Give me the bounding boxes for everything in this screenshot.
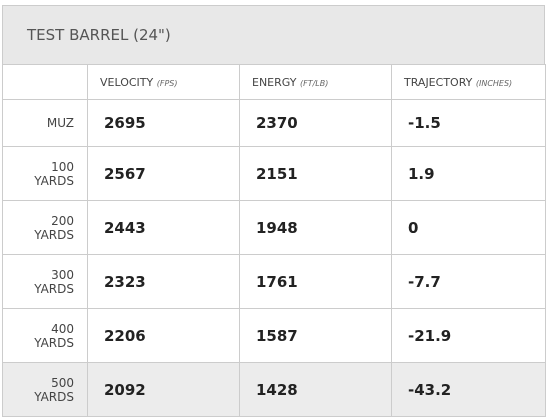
- cell-value: 2323: [87, 254, 240, 309]
- table-body: MUZ 2695 2370 -1.5 100 YARDS 2567 2151 1.9 200 Y…: [2, 99, 546, 417]
- cell-value: 0: [391, 200, 546, 255]
- header-row: VELOCITY (FPS) ENERGY (FT/LB) TRAJECTORY (…: [2, 64, 546, 100]
- cell-value: -43.2: [391, 362, 546, 417]
- cell-value: 2206: [87, 308, 240, 363]
- row-label: 200 YARDS: [2, 200, 88, 255]
- column-header: TRAJECTORY (INCHES): [391, 64, 546, 100]
- cell-value: 1761: [239, 254, 392, 309]
- cell-value: 2151: [239, 146, 392, 201]
- column-unit: (FPS): [156, 78, 178, 88]
- table-row: 400 YARDS 2206 1587 -21.9: [2, 308, 546, 363]
- column-header: VELOCITY (FPS): [87, 64, 240, 100]
- table-title: TEST BARREL (24"): [2, 5, 545, 64]
- column-unit: (INCHES): [475, 78, 513, 88]
- column-label: ENERGY: [252, 75, 297, 89]
- table-row: 100 YARDS 2567 2151 1.9: [2, 146, 546, 201]
- row-label: 300 YARDS: [2, 254, 88, 309]
- cell-value: 1587: [239, 308, 392, 363]
- cell-value: -1.5: [391, 99, 546, 147]
- table-row: 200 YARDS 2443 1948 0: [2, 200, 546, 255]
- cell-value: -7.7: [391, 254, 546, 309]
- row-label: 500 YARDS: [2, 362, 88, 417]
- column-label: TRAJECTORY: [404, 75, 473, 89]
- cell-value: 2695: [87, 99, 240, 147]
- cell-value: 1948: [239, 200, 392, 255]
- corner-cell: [2, 64, 88, 100]
- row-label: 400 YARDS: [2, 308, 88, 363]
- table-row: 500 YARDS 2092 1428 -43.2: [2, 362, 546, 417]
- cell-value: 1.9: [391, 146, 546, 201]
- cell-value: 2370: [239, 99, 392, 147]
- cell-value: 2443: [87, 200, 240, 255]
- column-label: VELOCITY: [100, 75, 154, 89]
- ballistics-table: VELOCITY (FPS) ENERGY (FT/LB) TRAJECTORY (…: [2, 64, 546, 417]
- row-label: 100 YARDS: [2, 146, 88, 201]
- row-label: MUZ: [2, 99, 88, 147]
- table-row: 300 YARDS 2323 1761 -7.7: [2, 254, 546, 309]
- cell-value: 2092: [87, 362, 240, 417]
- table-row: MUZ 2695 2370 -1.5: [2, 99, 546, 147]
- column-header: ENERGY (FT/LB): [239, 64, 392, 100]
- table-widget: TEST BARREL (24") VELOCITY (FPS) ENERGY (…: [2, 5, 546, 417]
- cell-value: -21.9: [391, 308, 546, 363]
- column-unit: (FT/LB): [299, 78, 329, 88]
- cell-value: 2567: [87, 146, 240, 201]
- cell-value: 1428: [239, 362, 392, 417]
